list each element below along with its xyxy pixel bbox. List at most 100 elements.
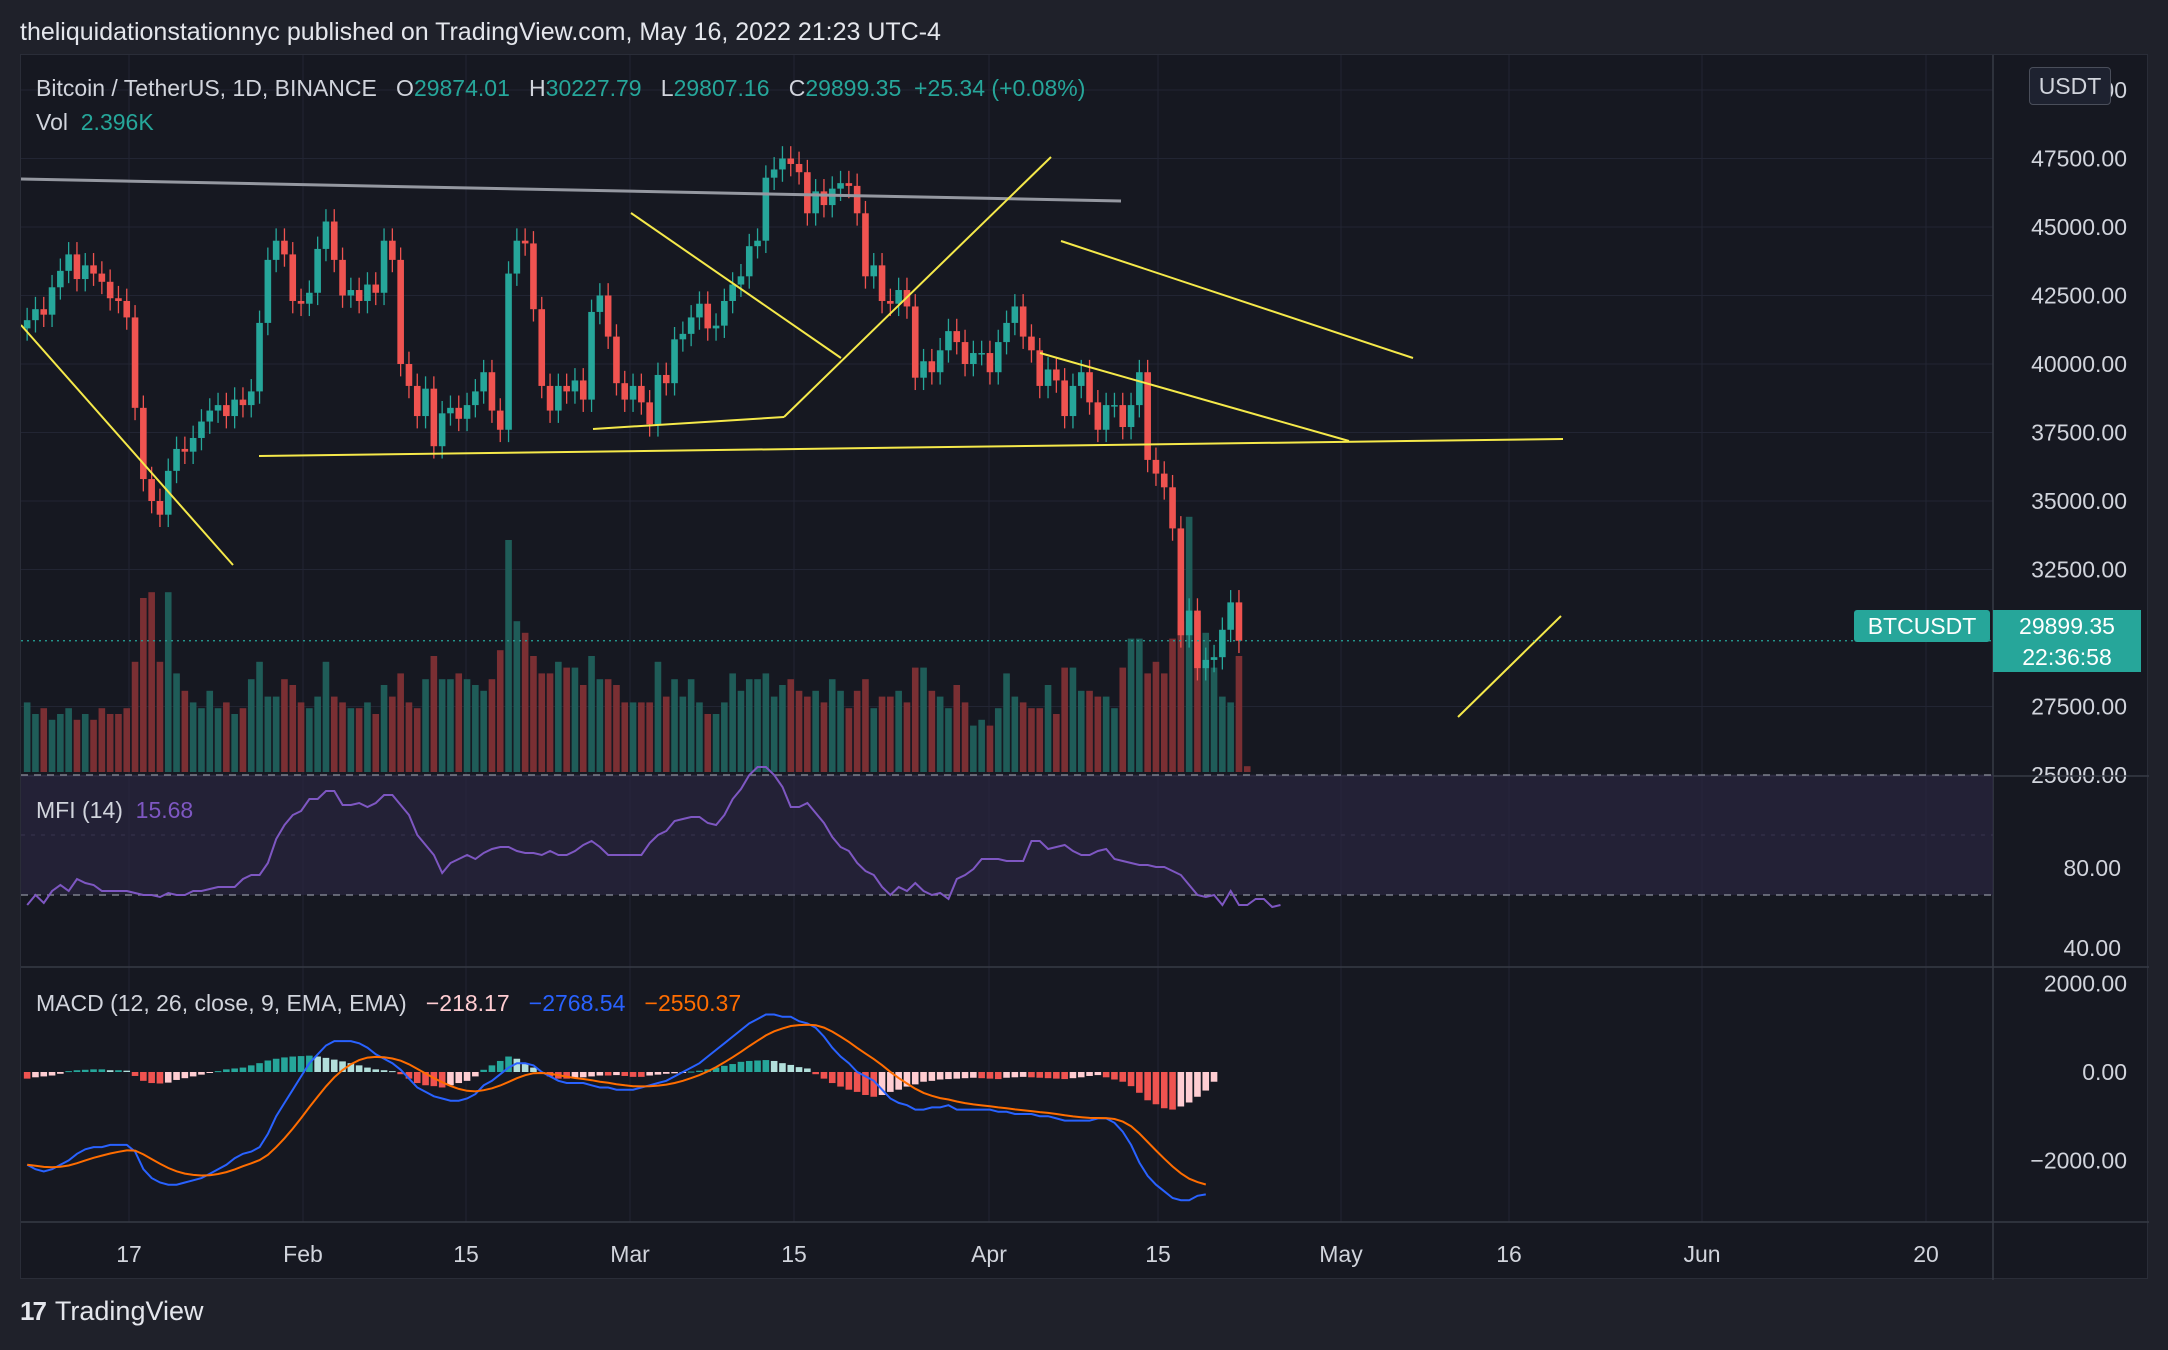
macd-hist-bar [496,1060,504,1072]
time-tick-label: 15 [781,1241,807,1267]
volume-bar [1036,708,1044,772]
macd-hist-bar [513,1058,521,1072]
macd-hist-bar [314,1056,321,1072]
candle-body [397,259,404,364]
volume-bar [571,667,579,772]
candle-body [978,353,985,355]
volume-bar [1160,673,1168,772]
volume-bar [712,714,720,772]
close-value: 29899.35 [805,75,902,101]
trendline-6 [1039,352,1350,442]
symbol-label[interactable]: Bitcoin / TetherUS, 1D, BINANCE [36,75,377,101]
open-value: 29874.01 [413,75,510,101]
macd-hist-bar [1144,1072,1151,1101]
candle-body [1136,372,1143,406]
volume-bar [721,702,728,772]
macd-hist-bar [845,1072,853,1090]
macd-hist-bar [1202,1072,1210,1091]
macd-hist-bar [986,1072,994,1079]
volume-bar [870,708,878,772]
candle-body [1036,350,1044,386]
macd-hist-bar [828,1072,836,1084]
macd-hist-bar [920,1072,927,1082]
volume-bar [654,661,662,772]
volume-bar [40,708,48,772]
macd-hist-bar [903,1072,911,1087]
volume-bar [911,667,919,772]
macd-hist-bar [380,1070,388,1072]
candle-body [621,383,629,400]
macd-hist-bar [372,1069,380,1072]
candle-body [40,309,48,315]
candle-body [704,303,712,329]
macd-hist-bar [945,1072,952,1080]
macd-hist-bar [148,1072,155,1084]
volume-bar [281,679,288,772]
candle-body [1044,369,1052,386]
volume-bar [239,708,247,772]
mfi-label: MFI (14) [36,797,123,823]
candle-body [1235,602,1243,641]
volume-bar [1210,667,1218,772]
tradingview-logo-icon[interactable]: 17 [20,1296,47,1326]
macd-hist-bar [1077,1072,1085,1078]
macd-hist-bar [181,1072,189,1079]
volume-bar [1194,615,1201,772]
candle-body [413,385,421,417]
macd-hist-bar [123,1070,131,1072]
volume-bar [57,714,64,772]
time-tick-label: 16 [1496,1241,1522,1267]
chart-area[interactable]: 50000.0047500.0045000.0042500.0040000.00… [20,54,2149,1280]
currency-badge[interactable]: USDT [2029,67,2111,105]
macd-hist-bar [970,1072,977,1078]
volume-bar [837,690,844,772]
volume-bar [472,685,479,772]
macd-hist-bar [447,1072,454,1086]
macd-pane [21,968,1993,1222]
candle-body [986,353,994,373]
macd-hist-bar [297,1056,305,1072]
candle-body [1003,322,1010,343]
chart-svg[interactable]: 50000.0047500.0045000.0042500.0040000.00… [21,55,2149,1280]
macd-hist-bar [98,1069,106,1072]
macd-hist-bar [247,1065,255,1072]
macd-hist-bar [397,1072,404,1075]
candle-body [1019,306,1027,337]
volume-bar [1011,696,1019,772]
candle-body [1219,629,1226,658]
volume-bar [1053,714,1060,772]
brand-name[interactable]: TradingView [54,1296,204,1326]
macd-hist-bar [1011,1072,1019,1078]
candle-body [90,265,97,274]
candle-body [1185,610,1193,636]
mfi-value: 15.68 [135,797,194,823]
candle-body [438,413,446,447]
macd-hist-bar [654,1072,662,1075]
candle-body [795,163,803,173]
macd-hist-bar [1061,1072,1068,1080]
time-tick-label: Jun [1683,1241,1720,1267]
price-tick-label: 40000.00 [2031,351,2127,377]
volume-bar [413,708,421,772]
candle-body [181,448,189,452]
volume-bar [745,679,753,772]
volume-bar [546,673,554,772]
macd-signal-line [27,1023,1207,1186]
macd-hist-bar [928,1072,936,1081]
volume-bar [521,632,529,772]
volume-bar [787,679,795,772]
volume-bar [81,714,89,772]
high-label: H [529,75,546,101]
macd-tick-label: 2000.00 [2044,971,2127,997]
volume-bar [795,690,803,772]
candle-body [214,405,222,411]
macd-hist-bar [281,1057,288,1072]
volume-bar [936,696,944,772]
macd-hist-bar [629,1072,637,1077]
candle-body [247,391,255,406]
candle-body [804,172,811,214]
candle-body [911,306,919,378]
volume-bar [173,673,180,772]
volume-bar [762,673,770,772]
macd-hist-bar [289,1056,297,1072]
